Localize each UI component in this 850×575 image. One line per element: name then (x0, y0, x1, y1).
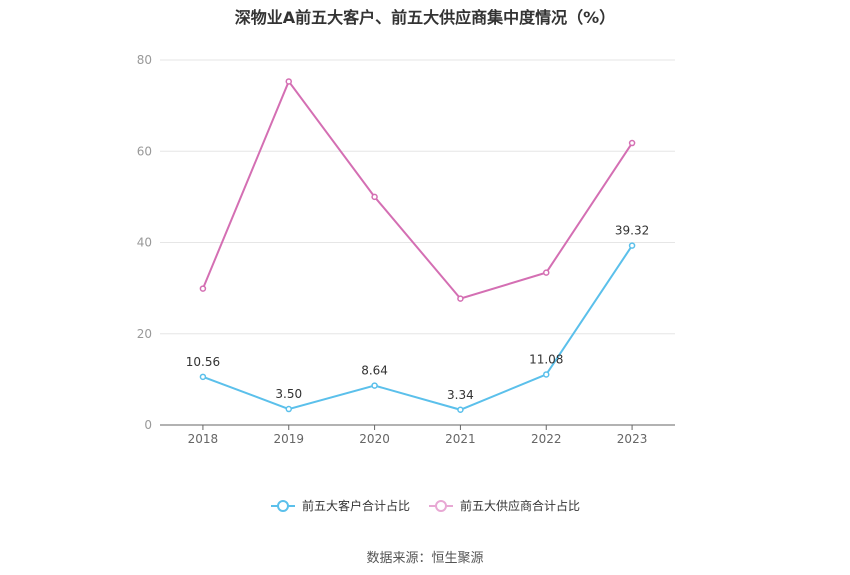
x-tick-label-2020: 2020 (359, 432, 390, 446)
data-label-2023: 39.32 (615, 224, 649, 238)
data-label-2021: 3.34 (447, 388, 474, 402)
legend-label-suppliers: 前五大供应商合计占比 (460, 499, 581, 513)
series-1-point-2020 (371, 193, 378, 201)
source-note: 数据来源：恒生聚源 (366, 551, 484, 566)
legend-item-customers[interactable]: 前五大客户合计占比 (270, 497, 410, 514)
series-0-point-2021 (457, 406, 464, 414)
series-1-point-2023 (628, 139, 636, 147)
data-label-2018: 10.56 (186, 355, 220, 369)
x-tick-label-2018: 2018 (188, 432, 219, 446)
legend: 前五大客户合计占比 前五大供应商合计占比 (0, 497, 850, 514)
y-tick-label-60: 60 (137, 144, 152, 158)
legend-item-suppliers[interactable]: 前五大供应商合计占比 (428, 497, 580, 514)
y-tick-label-20: 20 (137, 327, 152, 341)
series-line-0 (202, 245, 633, 411)
series-0-point-2022 (543, 371, 550, 378)
series-1-point-2022 (543, 269, 550, 276)
x-tick-label-2019: 2019 (273, 432, 304, 446)
y-tick-label-80: 80 (137, 53, 152, 67)
x-tick-label-2022: 2022 (531, 432, 562, 446)
series-0-point-2018 (199, 373, 207, 381)
series-1-point-2018 (199, 285, 207, 292)
legend-marker-customers (270, 499, 295, 512)
legend-label-customers: 前五大客户合计占比 (301, 499, 410, 513)
series-0-point-2020 (371, 382, 378, 389)
series-1-point-2021 (457, 295, 464, 302)
legend-marker-suppliers (429, 499, 453, 512)
series-line-1 (201, 79, 633, 300)
data-label-2022: 11.08 (529, 352, 563, 366)
y-tick-label-0: 0 (144, 418, 152, 432)
data-label-2019: 3.50 (275, 387, 302, 401)
data-label-2020: 8.64 (361, 364, 388, 378)
x-tick-label-2023: 2023 (617, 432, 648, 446)
series-0-point-2019 (285, 405, 292, 413)
y-tick-label-40: 40 (137, 236, 152, 250)
chart-title: 深物业A前五大客户、前五大供应商集中度情况（%） (234, 8, 616, 27)
series-0-point-2023 (628, 242, 636, 249)
series-1-point-2019 (285, 78, 292, 85)
x-tick-label-2021: 2021 (445, 432, 476, 446)
